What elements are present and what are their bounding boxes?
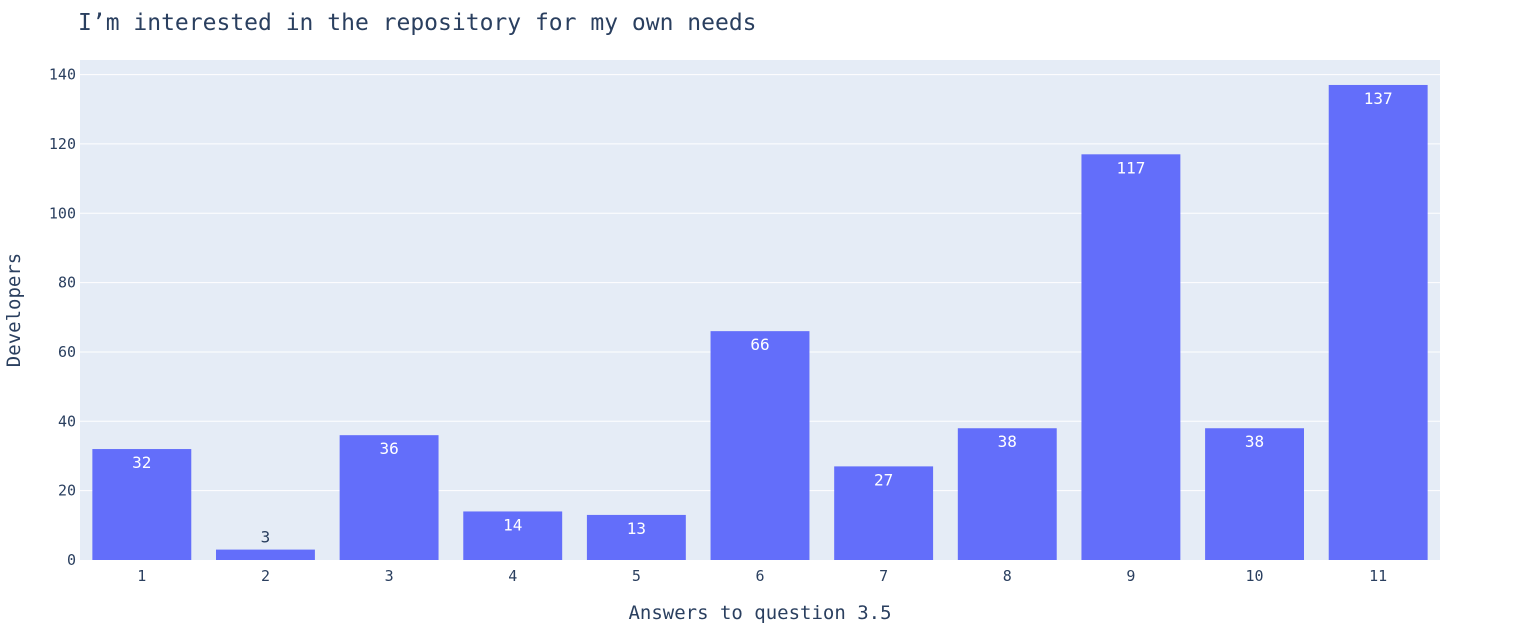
x-tick-label: 11 (1369, 567, 1387, 585)
bar-value-label: 66 (750, 335, 769, 354)
y-tick-label: 60 (58, 343, 76, 361)
bars (92, 84, 1428, 560)
bar-value-label: 36 (379, 439, 398, 458)
bar (92, 449, 192, 560)
x-tick-label: 5 (632, 567, 641, 585)
bar-value-label: 117 (1116, 158, 1145, 177)
y-tick-label: 120 (49, 135, 76, 153)
y-tick-label: 80 (58, 274, 76, 292)
x-tick-label: 8 (1003, 567, 1012, 585)
y-tick-label: 140 (49, 66, 76, 84)
bar (957, 428, 1057, 560)
bar (339, 435, 439, 560)
y-tick-label: 40 (58, 412, 76, 430)
x-tick-label: 2 (261, 567, 270, 585)
bar (834, 466, 934, 560)
bar (1081, 154, 1181, 560)
y-tick-label: 20 (58, 482, 76, 500)
x-tick-label: 7 (879, 567, 888, 585)
x-tick-label: 1 (137, 567, 146, 585)
bar-value-label: 137 (1364, 89, 1393, 108)
y-tick-label: 0 (67, 551, 76, 569)
bar-value-label: 38 (998, 432, 1017, 451)
bar (586, 514, 686, 560)
bar (1328, 84, 1428, 560)
bar-data-labels: 32 3 36 14 13 66 27 38 117 38 137 (132, 89, 1392, 547)
y-axis-ticks: 0 20 40 60 80 100 120 140 (49, 66, 76, 569)
bar-value-label: 27 (874, 470, 893, 489)
bar-value-label: 32 (132, 453, 151, 472)
y-tick-label: 100 (49, 204, 76, 222)
bar (216, 549, 315, 560)
bar (463, 511, 563, 560)
bar-value-label: 14 (503, 515, 522, 534)
y-axis-title: Developers (3, 253, 25, 367)
bar (1205, 428, 1304, 560)
x-tick-label: 3 (385, 567, 394, 585)
bar-value-label: 38 (1245, 432, 1264, 451)
bar (710, 331, 810, 560)
x-tick-label: 4 (508, 567, 517, 585)
x-tick-label: 10 (1246, 567, 1264, 585)
bar-value-label: 13 (627, 519, 646, 538)
x-tick-label: 9 (1126, 567, 1135, 585)
x-tick-label: 6 (755, 567, 764, 585)
x-axis-title: Answers to question 3.5 (628, 602, 891, 624)
bar-value-label: 3 (261, 528, 271, 547)
chart-title: I’m interested in the repository for my … (78, 10, 757, 36)
x-axis-ticks: 1 2 3 4 5 6 7 8 9 10 11 (137, 567, 1387, 585)
